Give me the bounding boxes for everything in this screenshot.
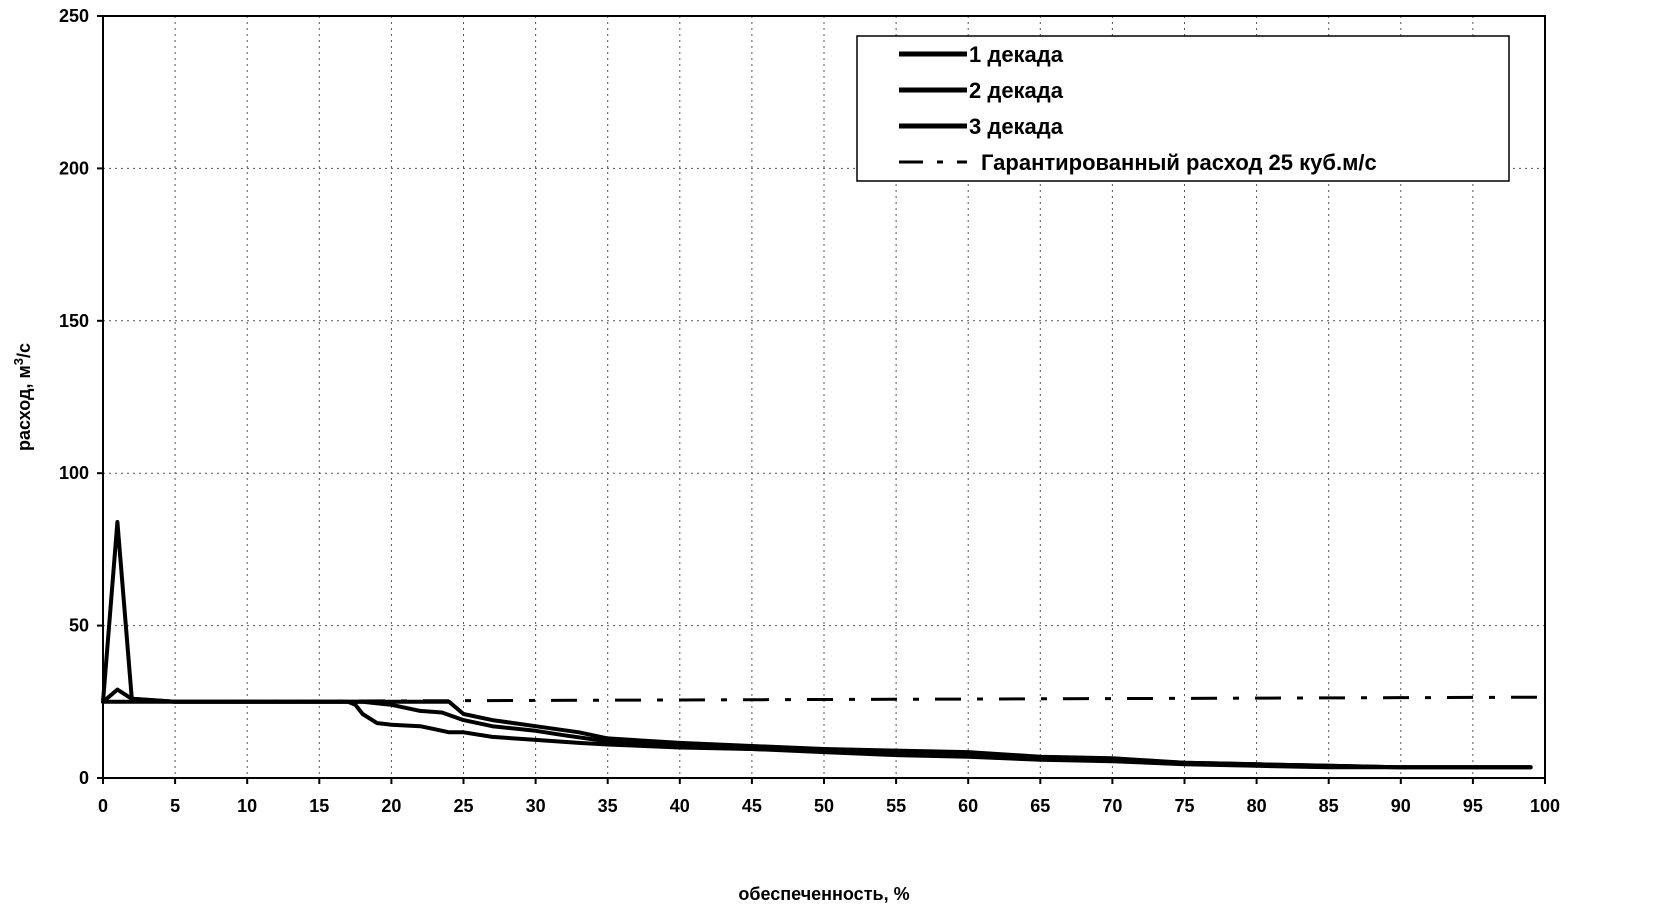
y-axis-title: расход, м3/с — [11, 343, 35, 451]
x-tick-label: 50 — [814, 796, 834, 816]
legend-label-3: 3 декада — [969, 114, 1064, 139]
x-tick-label: 75 — [1174, 796, 1194, 816]
x-tick-label: 0 — [98, 796, 108, 816]
x-tick-label: 30 — [526, 796, 546, 816]
x-tick-label: 85 — [1319, 796, 1339, 816]
y-tick-label: 100 — [59, 463, 89, 483]
y-axis-title-tail: /с — [14, 343, 34, 358]
series-layer — [101, 520, 1546, 770]
y-axis-title-main: расход, м — [14, 365, 34, 451]
axes: 0 5 10 15 20 25 30 35 40 45 50 55 60 65 70 75 80 85 90 95 10… — [59, 6, 1560, 816]
x-tick-label: 15 — [309, 796, 329, 816]
y-tick-label: 150 — [59, 311, 89, 331]
x-tick-label: 25 — [453, 796, 473, 816]
y-axis-title-sup: 3 — [11, 358, 26, 365]
legend-label-4: Гарантированный расход 25 куб.м/с — [981, 150, 1377, 175]
x-axis-title: обеспеченность, % — [738, 884, 909, 904]
x-tick-label: 40 — [670, 796, 690, 816]
series-line-3 — [101, 520, 1533, 770]
legend: 1 декада 2 декада 3 декада Гарантированный … — [856, 35, 1510, 182]
x-tick-label: 90 — [1391, 796, 1411, 816]
x-tick-label: 60 — [958, 796, 978, 816]
y-tick-label: 200 — [59, 158, 89, 178]
x-tick-label: 100 — [1530, 796, 1560, 816]
x-tick-label: 65 — [1030, 796, 1050, 816]
x-tick-label: 5 — [170, 796, 180, 816]
x-tick-label: 35 — [598, 796, 618, 816]
x-tick-label: 80 — [1247, 796, 1267, 816]
series-line-4 — [102, 695, 1546, 704]
x-tick-label: 55 — [886, 796, 906, 816]
legend-label-2: 2 декада — [969, 78, 1064, 103]
y-tick-label: 0 — [79, 768, 89, 788]
y-tick-label: 250 — [59, 6, 89, 26]
legend-label-1: 1 декада — [969, 42, 1064, 67]
x-tick-label: 45 — [742, 796, 762, 816]
y-tick-label: 50 — [69, 616, 89, 636]
x-tick-label: 20 — [381, 796, 401, 816]
legend-box — [856, 35, 1510, 182]
x-tick-label: 95 — [1463, 796, 1483, 816]
x-tick-label: 70 — [1102, 796, 1122, 816]
x-tick-label: 10 — [237, 796, 257, 816]
